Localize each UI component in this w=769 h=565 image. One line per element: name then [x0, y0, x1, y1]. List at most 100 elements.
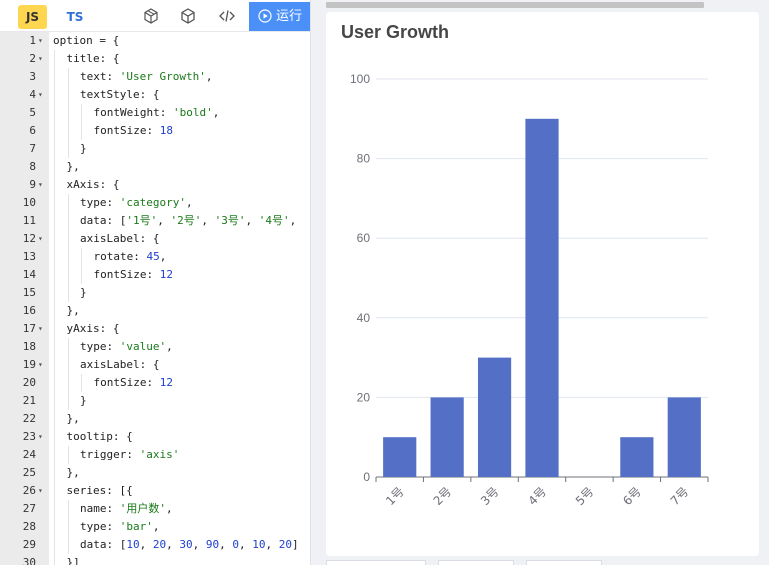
- code-string-token: 'bar': [119, 520, 153, 533]
- code-line: 11 data: ['1号', '2号', '3号', '4号',: [0, 212, 310, 230]
- fold-arrow-icon[interactable]: ▾: [38, 486, 43, 495]
- code-string-token: '3号': [214, 214, 246, 227]
- run-button[interactable]: 运行: [249, 2, 310, 31]
- indent-guide: [67, 374, 69, 392]
- indent-guide: [67, 284, 69, 302]
- code-token: ,: [205, 70, 213, 83]
- code-line: 5 fontWeight: 'bold',: [0, 104, 310, 122]
- line-number: 22: [22, 412, 36, 425]
- code-token: type:: [80, 196, 120, 209]
- fold-arrow-icon[interactable]: ▾: [38, 90, 43, 99]
- code-token: rotate:: [93, 250, 147, 263]
- code-text: type: 'value',: [80, 338, 173, 356]
- code-number-token: 18: [159, 124, 173, 137]
- code-token: title: {: [66, 52, 120, 65]
- code-token: fontSize:: [93, 376, 160, 389]
- line-number: 8: [29, 160, 36, 173]
- code-line: 10 type: 'category',: [0, 194, 310, 212]
- bottom-tab-3[interactable]: [526, 560, 602, 565]
- fold-arrow-icon[interactable]: ▾: [38, 54, 43, 63]
- code-line: 25},: [0, 464, 310, 482]
- line-number: 10: [22, 196, 36, 209]
- line-number: 27: [22, 502, 36, 515]
- code-line: 19 ▾ axisLabel: {: [0, 356, 310, 374]
- code-line: 9 ▾ xAxis: {: [0, 176, 310, 194]
- code-token: ,: [152, 520, 160, 533]
- code-string-token: '2号': [170, 214, 202, 227]
- code-text: },: [67, 464, 80, 482]
- code-line: 17 ▾ yAxis: {: [0, 320, 310, 338]
- cube-icon[interactable]: [179, 7, 197, 25]
- code-text: textStyle: {: [80, 86, 159, 104]
- horizontal-scrollbar[interactable]: [326, 2, 704, 8]
- code-area[interactable]: 1 ▾ option = {2 ▾ title: {3 text: 'User Growt…: [0, 32, 310, 565]
- indent-guide: [54, 500, 55, 518]
- indent-guide: [67, 518, 69, 536]
- indent-guide: [54, 392, 55, 410]
- fold-arrow-icon[interactable]: ▾: [38, 432, 43, 441]
- code-text: data: [10, 20, 30, 90, 0, 10, 20]: [80, 536, 299, 554]
- code-token: ,: [201, 214, 215, 227]
- line-number: 28: [22, 520, 36, 533]
- code-token: }: [80, 286, 87, 299]
- fold-arrow-icon[interactable]: ▾: [38, 180, 43, 189]
- indent-guide: [67, 86, 69, 104]
- line-number: 23: [22, 430, 36, 443]
- code-line: 12 ▾ axisLabel: {: [0, 230, 310, 248]
- code-token: ,: [192, 538, 206, 551]
- code-token: text:: [80, 70, 120, 83]
- line-number: 29: [22, 538, 36, 551]
- code-token: ,: [212, 106, 220, 119]
- code-text: trigger: 'axis': [80, 446, 179, 464]
- line-number: 20: [22, 376, 36, 389]
- indent-guide: [54, 212, 55, 230]
- code-token: ,: [166, 538, 180, 551]
- code-text: }: [80, 392, 87, 410]
- indent-guide: [81, 122, 82, 140]
- chart-card: User Growth 0 20 40 60 80 100 1号 2号 3号 4号 5号 6号 7号: [326, 12, 759, 556]
- fold-arrow-icon[interactable]: ▾: [38, 324, 43, 333]
- code-text: }: [80, 140, 87, 158]
- indent-guide: [54, 230, 55, 248]
- code-text: fontWeight: 'bold',: [94, 104, 220, 122]
- fold-arrow-icon[interactable]: ▾: [38, 36, 43, 45]
- code-token: fontSize:: [93, 268, 160, 281]
- code-token: ,: [157, 214, 171, 227]
- code-line: 20 fontSize: 12: [0, 374, 310, 392]
- line-number: 1: [29, 34, 36, 47]
- code-string-token: 'bold': [172, 106, 213, 119]
- indent-guide: [81, 266, 82, 284]
- code-line: 22},: [0, 410, 310, 428]
- bottom-tab-2[interactable]: [438, 560, 514, 565]
- code-text: type: 'bar',: [80, 518, 160, 536]
- bottom-tab-1[interactable]: [326, 560, 426, 565]
- fold-arrow-icon[interactable]: ▾: [38, 360, 43, 369]
- y-tick-label: 40: [357, 311, 371, 325]
- indent-guide: [54, 536, 55, 554]
- code-number-token: 12: [159, 376, 173, 389]
- code-icon[interactable]: [218, 7, 236, 25]
- code-number-token: 30: [179, 538, 193, 551]
- code-token: yAxis: {: [66, 322, 120, 335]
- bar: [383, 437, 417, 477]
- code-token: trigger:: [80, 448, 140, 461]
- code-line: 21}: [0, 392, 310, 410]
- indent-guide: [81, 104, 82, 122]
- code-token: }: [80, 142, 87, 155]
- code-token: series: [{: [66, 484, 133, 497]
- tab-ts[interactable]: TS: [66, 10, 84, 24]
- cube-outline-icon[interactable]: [142, 7, 160, 25]
- x-tick-label: 5号: [573, 484, 597, 508]
- y-tick-label: 0: [363, 470, 370, 484]
- indent-guide: [54, 284, 55, 302]
- code-token: xAxis: {: [66, 178, 120, 191]
- editor-toolbar: JS TS 运行: [0, 0, 310, 32]
- play-circle-icon: [258, 9, 272, 23]
- code-number-token: 12: [159, 268, 173, 281]
- indent-guide: [67, 392, 69, 410]
- line-number: 11: [22, 214, 36, 227]
- fold-arrow-icon[interactable]: ▾: [38, 234, 43, 243]
- tab-js[interactable]: JS: [18, 5, 47, 29]
- code-token: option = {: [53, 34, 120, 47]
- code-number-token: 10: [126, 538, 140, 551]
